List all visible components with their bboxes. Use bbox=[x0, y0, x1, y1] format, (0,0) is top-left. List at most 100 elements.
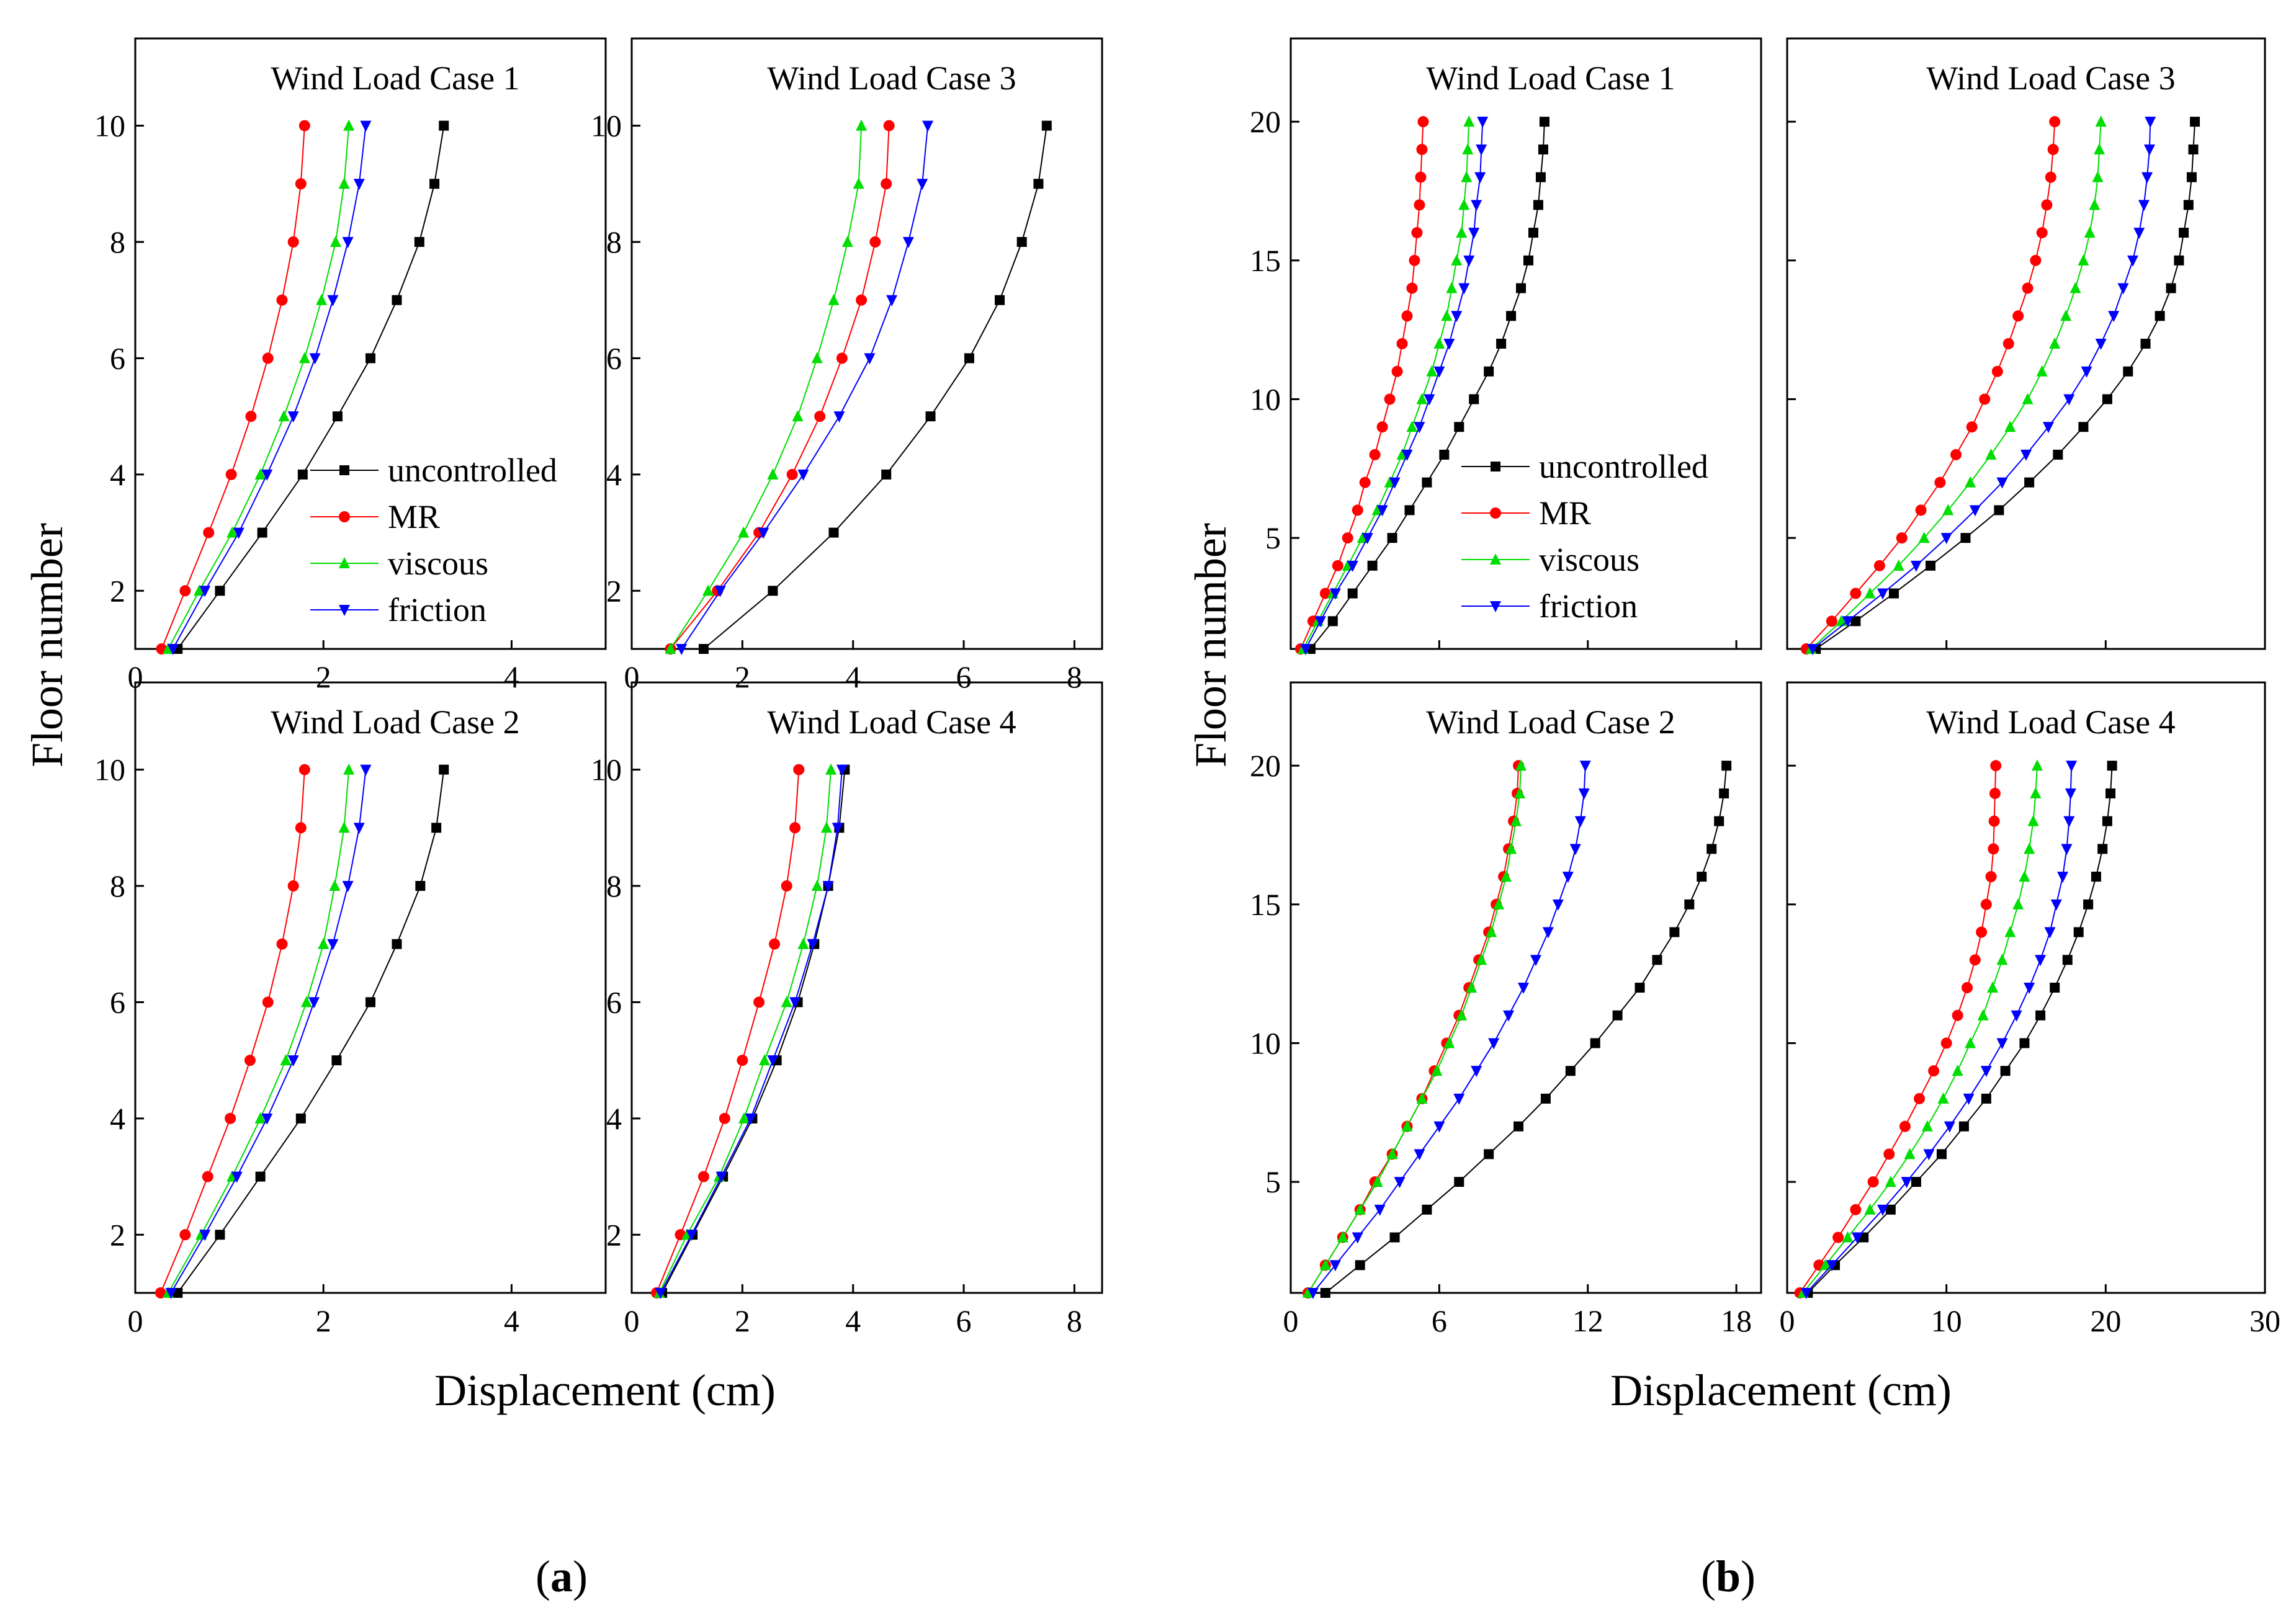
y-tick-label: 4 bbox=[606, 457, 622, 492]
x-tick-label: 0 bbox=[624, 1303, 640, 1338]
data-point bbox=[2019, 1038, 2030, 1048]
data-point bbox=[295, 822, 307, 834]
data-point bbox=[2004, 421, 2016, 432]
data-point bbox=[1493, 898, 1505, 909]
chart-panel-8: 0 10 20 30 Wind Load Case 4 bbox=[1780, 681, 2280, 1338]
data-point bbox=[1477, 117, 1489, 128]
x-tick-label: 2 bbox=[316, 659, 331, 694]
legend: uncontrolled MR viscous friction bbox=[310, 452, 557, 628]
data-point bbox=[1454, 422, 1464, 432]
data-point bbox=[759, 1054, 771, 1066]
series-uncontrolled bbox=[1305, 117, 1549, 654]
data-point bbox=[1503, 1010, 1515, 1022]
data-point bbox=[1988, 843, 1999, 855]
data-point bbox=[280, 1054, 292, 1066]
data-point bbox=[332, 411, 343, 422]
data-point bbox=[1352, 504, 1363, 516]
data-point bbox=[2035, 955, 2047, 967]
data-point bbox=[1819, 1259, 1831, 1271]
data-point bbox=[856, 294, 868, 306]
data-point bbox=[1918, 532, 1930, 543]
data-point bbox=[1500, 870, 1512, 882]
y-tick-label: 10 bbox=[1250, 1025, 1281, 1060]
data-point bbox=[1807, 644, 1819, 655]
data-point bbox=[308, 997, 320, 1009]
data-point bbox=[1565, 1066, 1576, 1076]
series-line bbox=[161, 125, 305, 650]
data-point bbox=[276, 294, 288, 306]
x-tick-label: 4 bbox=[504, 659, 519, 694]
data-point bbox=[2133, 228, 2145, 239]
data-point bbox=[1439, 449, 1450, 460]
data-point bbox=[2123, 366, 2133, 377]
x-tick-label: 6 bbox=[956, 1303, 972, 1338]
series-line bbox=[1806, 766, 2073, 1294]
data-point bbox=[439, 764, 449, 775]
data-point bbox=[2060, 310, 2072, 321]
data-point bbox=[1376, 505, 1388, 517]
data-point bbox=[1940, 533, 1952, 545]
series-line bbox=[1325, 766, 1728, 1294]
data-point bbox=[1361, 533, 1373, 545]
y-tick-label: 6 bbox=[606, 985, 622, 1019]
data-point bbox=[1994, 505, 2004, 516]
data-point bbox=[199, 1230, 211, 1241]
series-line bbox=[168, 769, 350, 1294]
data-point bbox=[1401, 1120, 1413, 1132]
data-point bbox=[825, 763, 837, 775]
data-point bbox=[1899, 1120, 1911, 1132]
data-point bbox=[738, 526, 750, 538]
data-point bbox=[853, 177, 864, 189]
data-point bbox=[2049, 337, 2061, 349]
data-point bbox=[327, 939, 339, 950]
series-friction bbox=[165, 764, 372, 1299]
data-point bbox=[2097, 844, 2108, 854]
data-point bbox=[2036, 365, 2048, 377]
y-tick-label: 20 bbox=[1250, 104, 1281, 139]
data-point bbox=[2063, 394, 2075, 406]
data-point bbox=[2053, 449, 2063, 460]
data-point bbox=[1904, 1148, 1916, 1159]
data-point bbox=[231, 1171, 243, 1183]
data-point bbox=[1458, 199, 1470, 210]
data-point bbox=[1319, 588, 1331, 599]
data-point bbox=[1535, 172, 1546, 182]
data-point bbox=[1901, 1177, 1913, 1189]
data-point bbox=[353, 179, 365, 190]
data-point bbox=[2049, 116, 2061, 128]
data-point bbox=[1471, 200, 1482, 212]
data-point bbox=[1463, 255, 1475, 267]
data-point bbox=[1987, 981, 1999, 993]
data-point bbox=[1864, 1203, 1876, 1215]
data-point bbox=[1414, 1149, 1425, 1161]
data-point bbox=[1371, 504, 1383, 516]
data-point bbox=[254, 468, 266, 480]
data-point bbox=[1985, 871, 1997, 883]
panel-title: Wind Load Case 1 bbox=[1426, 60, 1675, 97]
data-point bbox=[1721, 761, 1732, 771]
data-point bbox=[215, 586, 225, 596]
data-point bbox=[2084, 226, 2096, 238]
data-point bbox=[1960, 533, 1971, 543]
data-point bbox=[1357, 532, 1368, 543]
data-point bbox=[1873, 560, 1885, 571]
data-point bbox=[1347, 588, 1358, 599]
plot-frame bbox=[1289, 681, 1762, 1294]
data-point bbox=[1468, 228, 1480, 239]
data-point bbox=[789, 997, 801, 1009]
panel-title: Wind Load Case 2 bbox=[271, 704, 519, 741]
data-point bbox=[836, 764, 848, 776]
panel-title: Wind Load Case 2 bbox=[1426, 704, 1675, 741]
data-point bbox=[155, 1287, 166, 1298]
data-point bbox=[1416, 143, 1428, 155]
data-point bbox=[2027, 815, 2039, 826]
data-point bbox=[1934, 476, 1946, 488]
data-point bbox=[431, 823, 442, 833]
data-point bbox=[1386, 1148, 1398, 1159]
data-point bbox=[792, 410, 804, 422]
data-point bbox=[2000, 1066, 2011, 1076]
data-point bbox=[1451, 254, 1463, 266]
data-point bbox=[1980, 898, 1992, 910]
subfigure-label-b-open: ( bbox=[1701, 1552, 1716, 1601]
data-point bbox=[1579, 761, 1591, 772]
